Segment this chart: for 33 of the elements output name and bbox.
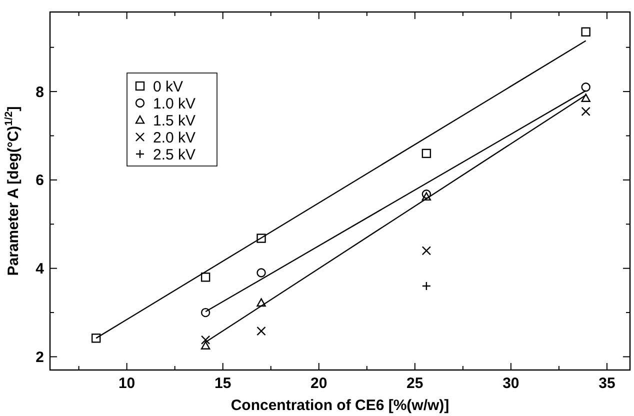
point — [422, 192, 432, 201]
x-tick-label: 35 — [598, 375, 616, 392]
legend-label: 1.0 kV — [153, 95, 196, 112]
x-tick-label: 20 — [310, 375, 328, 392]
legend-label: 0 kV — [153, 78, 184, 96]
point — [256, 268, 266, 278]
point — [422, 148, 432, 158]
x-axis-title: Concentration of CE6 [%(w/w)] — [230, 397, 450, 414]
legend-label: 1.5 kV — [153, 112, 196, 130]
point — [422, 189, 432, 199]
point — [581, 82, 590, 92]
point — [256, 298, 266, 307]
point — [91, 334, 101, 343]
point — [422, 246, 432, 256]
y-tick-label: 2 — [36, 348, 44, 366]
point — [200, 335, 210, 345]
y-tick-label: 8 — [36, 84, 44, 101]
point — [256, 326, 266, 336]
y-tick-label: 4 — [36, 260, 45, 278]
legend-label: 2.0 kV — [153, 129, 196, 146]
point — [200, 341, 210, 350]
point — [256, 234, 266, 243]
point — [581, 106, 590, 116]
legend-label: 2.5 kV — [153, 146, 196, 164]
x-tick-label: 30 — [502, 375, 520, 392]
point — [581, 27, 590, 36]
x-tick-label: 15 — [214, 375, 232, 392]
point — [200, 308, 210, 318]
point — [200, 272, 210, 282]
y-tick-label: 6 — [36, 172, 44, 190]
x-tick-label: 10 — [118, 375, 136, 392]
x-tick-label: 25 — [406, 375, 424, 392]
point — [581, 94, 590, 102]
